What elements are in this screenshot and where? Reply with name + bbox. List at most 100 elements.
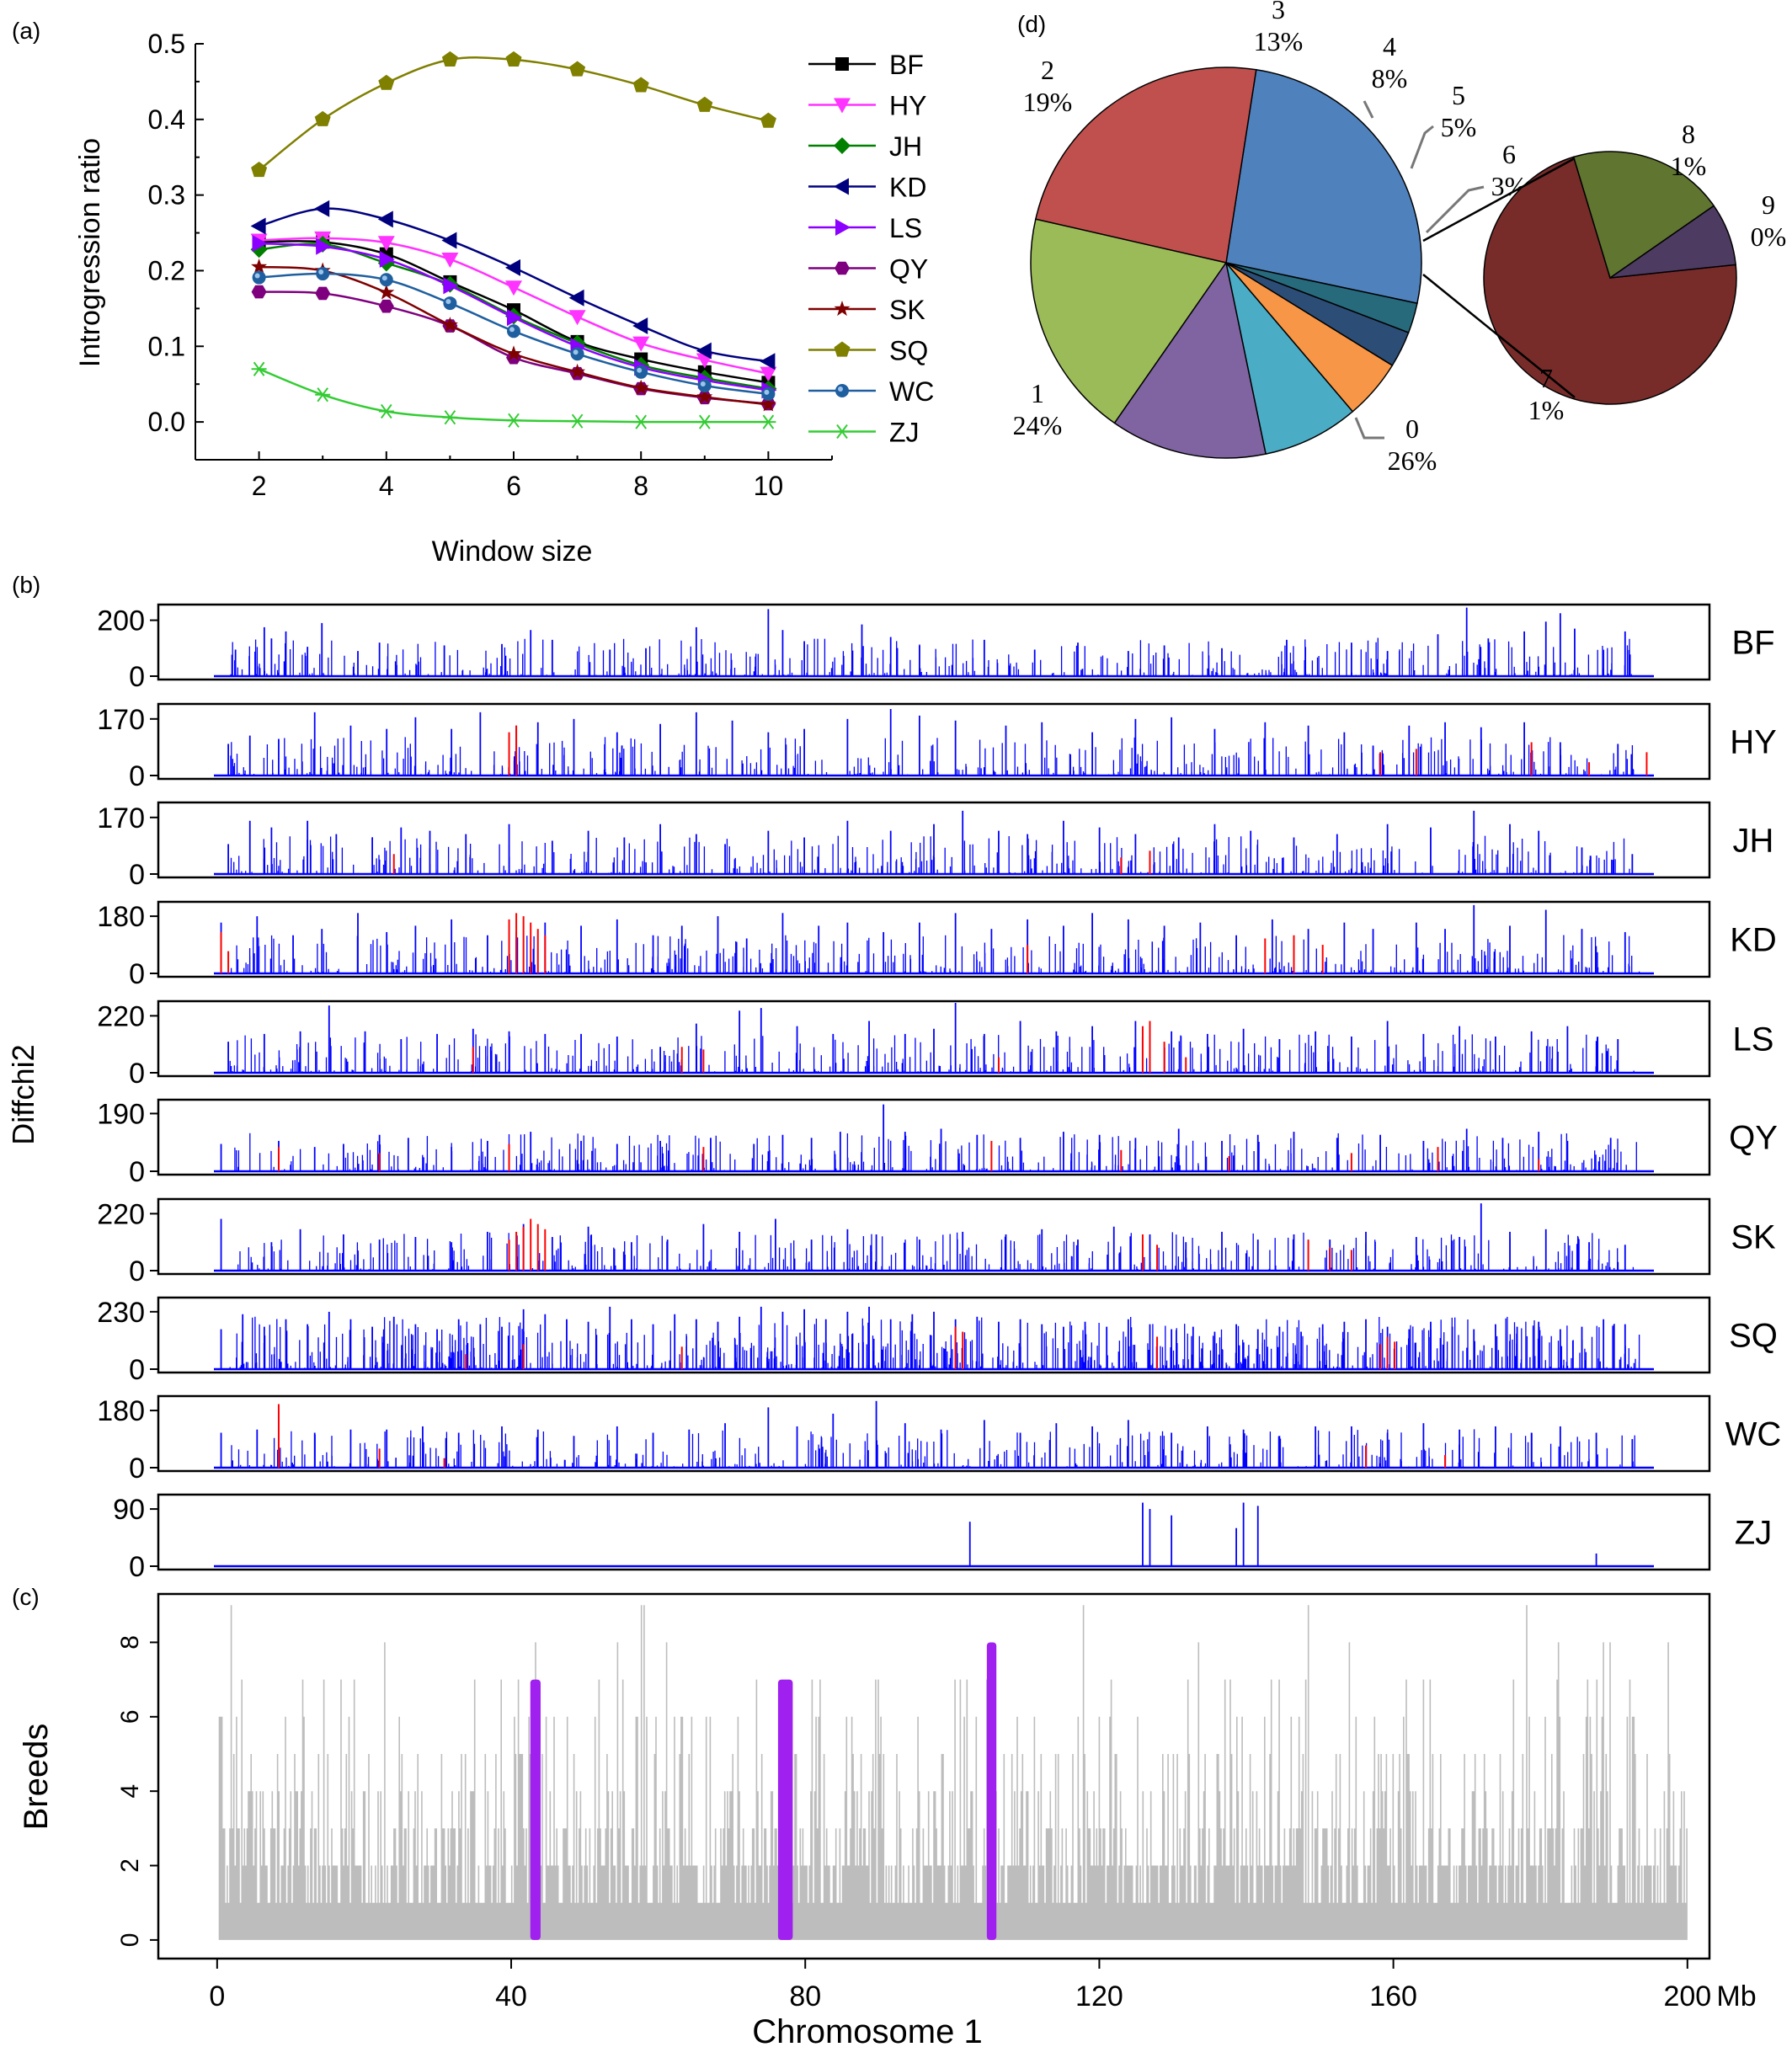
x-tick-label-c: 40	[495, 1980, 527, 2012]
legend-label-BF: BF	[889, 50, 924, 80]
y-tick-label-b: 0	[129, 859, 145, 891]
pie-leader-line	[1363, 100, 1374, 119]
marker	[632, 379, 649, 395]
track-label-JH: JH	[1733, 823, 1774, 860]
marker	[377, 236, 395, 252]
highlight-region	[777, 1679, 793, 1940]
track-HY: 170 0 HY	[97, 702, 1777, 792]
pie-percent-2: 19%	[1023, 87, 1073, 117]
marker	[251, 258, 268, 275]
marker	[835, 424, 850, 440]
y-axis-label-a: Introgression ratio	[74, 138, 106, 367]
marker-stroke	[444, 410, 456, 425]
y-tick-label-b: 180	[97, 901, 145, 933]
marker	[633, 414, 649, 429]
marker	[314, 110, 331, 126]
y-tick-label-b: 230	[97, 1297, 145, 1329]
pie-label-2: 2	[1041, 55, 1054, 85]
marker	[760, 353, 776, 370]
track-SK: 220 0 SK	[97, 1197, 1776, 1287]
track-label-SQ: SQ	[1729, 1318, 1778, 1355]
track-QY: 190 0 QY	[97, 1098, 1778, 1188]
panel-b: (b) Diffchi2 200 0 BF 170 0 HY 170 0 JH 180 0 KD 220 0 L…	[6, 572, 1781, 1583]
track-label-SK: SK	[1731, 1219, 1776, 1256]
track-label-LS: LS	[1733, 1021, 1774, 1058]
sub-pie-connector	[1422, 274, 1576, 398]
marker-highlight	[764, 389, 770, 395]
x-tick-label-a: 10	[754, 471, 784, 501]
marker	[441, 317, 458, 333]
track-label-ZJ: ZJ	[1735, 1515, 1772, 1552]
x-axis-label-a: Window size	[432, 536, 593, 568]
marker-stroke	[253, 361, 265, 376]
x-tick-label-a: 8	[633, 471, 648, 501]
marker	[696, 342, 712, 360]
pie-percent-4: 8%	[1372, 63, 1408, 93]
marker-highlight	[838, 386, 843, 392]
sub-pie-slice-7	[1483, 156, 1737, 405]
x-tick-label-c: 200	[1663, 1980, 1711, 2012]
panel-label-b: (b)	[12, 572, 40, 598]
pie-leader-line	[1410, 125, 1434, 169]
pie-percent-1: 24%	[1013, 410, 1063, 440]
track-label-BF: BF	[1731, 625, 1774, 662]
y-tick-label-b: 0	[129, 958, 145, 990]
marker	[569, 363, 586, 379]
y-tick-label-a: 0.1	[148, 331, 185, 361]
marker	[378, 299, 394, 313]
marker-highlight	[573, 349, 579, 355]
marker	[835, 261, 850, 275]
marker	[315, 387, 331, 402]
y-tick-label-a: 0.5	[148, 29, 185, 59]
marker	[568, 289, 584, 307]
pie-label-3: 3	[1272, 0, 1285, 24]
track-label-HY: HY	[1730, 724, 1777, 761]
x-tick-label-a: 4	[379, 471, 394, 501]
pie-slice-2	[1030, 218, 1228, 424]
marker	[314, 200, 330, 217]
legend-label-SK: SK	[889, 295, 925, 325]
y-tick-label-b: 0	[129, 1354, 145, 1386]
pie-percent-3: 13%	[1254, 26, 1304, 56]
y-tick-label-b: 90	[113, 1494, 145, 1526]
panel-label-a: (a)	[12, 18, 40, 44]
pie-slice-1	[1034, 67, 1257, 264]
pie-leader-line	[1425, 185, 1485, 234]
marker	[505, 345, 522, 361]
marker-stroke	[762, 414, 775, 429]
sub-pie-percent-9: 0%	[1751, 221, 1787, 252]
legend-label-LS: LS	[889, 213, 922, 243]
marker-highlight	[318, 269, 324, 275]
legend-label-SQ: SQ	[889, 336, 928, 366]
marker-highlight	[509, 327, 515, 333]
sub-pie-percent-7: 1%	[1528, 395, 1565, 425]
x-tick-label-c: 120	[1075, 1980, 1123, 2012]
marker-highlight	[254, 273, 260, 279]
y-tick-label-c: 6	[116, 1709, 144, 1724]
marker-stroke	[635, 414, 648, 429]
marker	[505, 51, 522, 67]
series-line-SQ	[258, 56, 769, 171]
sub-pie-label-9: 9	[1762, 189, 1775, 220]
series-HY	[250, 231, 777, 382]
x-tick-label-c: 80	[789, 1980, 821, 2012]
panel-label-d: (d)	[1017, 11, 1046, 37]
marker	[834, 137, 851, 154]
panel-d: (d)026%124%219%313% 48%55%63%71%81%90%	[1013, 0, 1787, 476]
marker-stroke	[317, 387, 329, 402]
marker	[505, 280, 522, 296]
marker	[315, 286, 331, 301]
track-label-QY: QY	[1729, 1120, 1778, 1157]
sub-pie-percent-8: 1%	[1671, 151, 1707, 181]
pie-label-5: 5	[1452, 80, 1465, 110]
track-ZJ: 90 0 ZJ	[113, 1493, 1772, 1583]
marker-highlight	[637, 367, 643, 373]
pie-label-0: 0	[1405, 413, 1419, 444]
y-tick-label-b: 0	[129, 1058, 145, 1090]
marker-stroke	[571, 413, 584, 429]
x-unit-label-c: Mb	[1716, 1980, 1756, 2012]
marker	[632, 336, 650, 352]
pie-label-4: 4	[1383, 31, 1396, 61]
marker	[696, 96, 713, 112]
marker	[443, 277, 459, 295]
